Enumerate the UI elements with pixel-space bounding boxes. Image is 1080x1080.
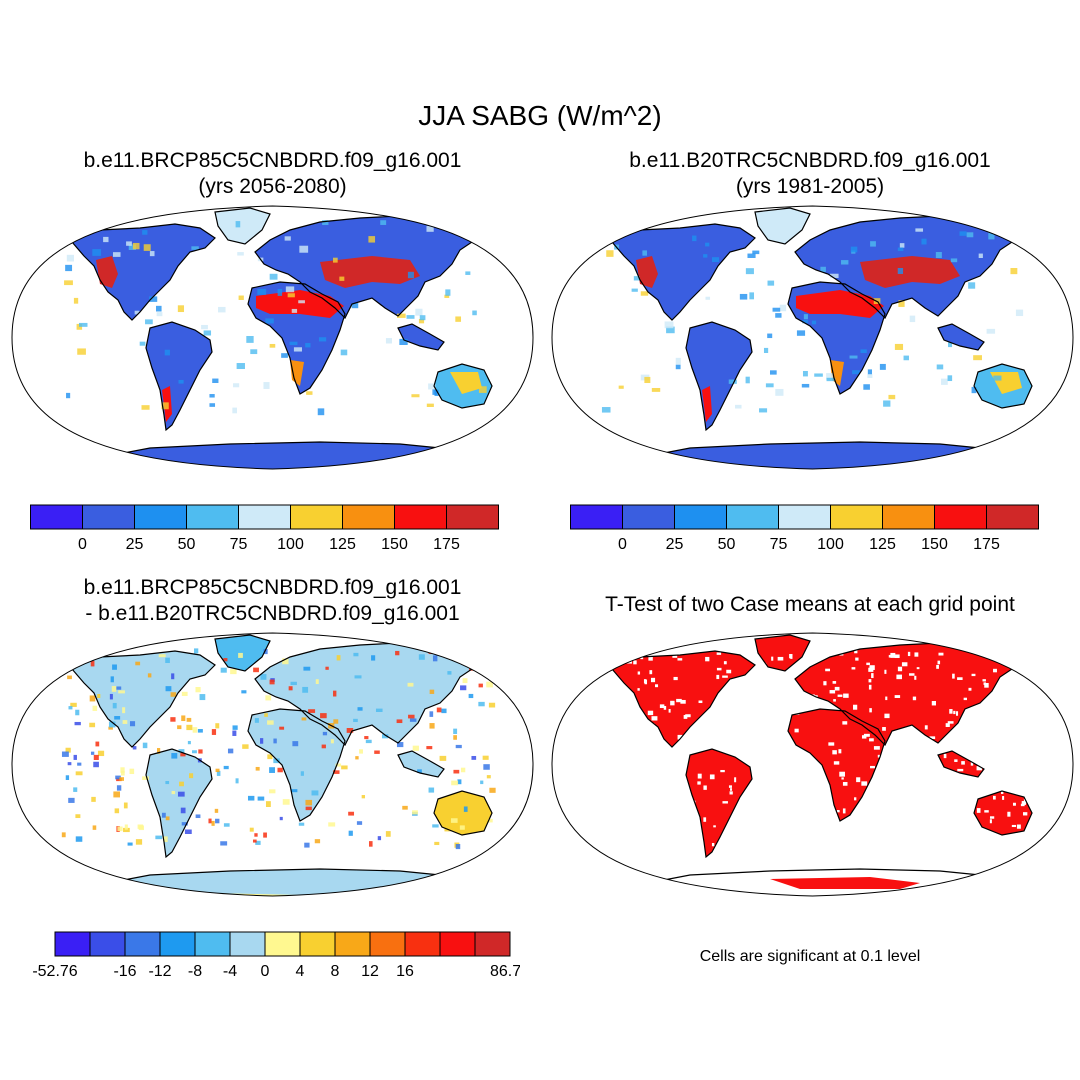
colorbar-case1-swatch-0	[30, 504, 83, 530]
land-seasia	[398, 324, 444, 350]
colorbar-case1-tick-label: 50	[178, 536, 196, 553]
land-australia	[434, 791, 492, 835]
land-greenland	[755, 635, 810, 671]
colorbar-diff-swatch-3	[159, 931, 196, 957]
colorbar-diff-swatch-11	[439, 931, 476, 957]
colorbar-case2-swatch-2	[674, 504, 727, 530]
colorbar-case2-tick-label: 50	[718, 536, 736, 553]
colorbar-diff-swatch-7	[299, 931, 336, 957]
colorbar-case1-tick-label: 75	[230, 536, 248, 553]
colorbar-case1-swatch-7	[394, 504, 447, 530]
colorbar-diff-swatch-12	[474, 931, 511, 957]
colorbar-diff: -52.76 -16 -12 -8 -4 0 4 8 12 16 86.74	[32, 931, 520, 980]
colorbar-diff-swatch-1	[89, 931, 126, 957]
colorbar-case2-swatch-5	[830, 504, 883, 530]
colorbar-diff-swatch-5	[229, 931, 266, 957]
land-greenland	[215, 208, 270, 244]
colorbar-diff-tick-label: 86.74	[490, 963, 520, 980]
colorbar-case1-swatch-2	[134, 504, 187, 530]
panel-title-case1-line2: (yrs 2056-2080)	[198, 175, 347, 198]
land-namerica	[612, 651, 755, 747]
land-namerica	[72, 224, 215, 320]
land-seasia	[938, 324, 984, 350]
colorbar-case2-swatch-7	[934, 504, 987, 530]
colorbar-case1-swatch-1	[82, 504, 135, 530]
land-eurasia	[795, 643, 1018, 745]
panel-title-diff: b.e11.BRCP85C5CNBDRD.f09_g16.001 - b.e11…	[0, 575, 545, 627]
colorbar-case2-swatch-0	[570, 504, 623, 530]
colorbar-case1-tick-label: 0	[78, 536, 87, 553]
colorbar-case1-swatch-4	[238, 504, 291, 530]
colorbar-diff-tick-label: 12	[361, 963, 379, 980]
colorbar-diff-tick-label: -16	[113, 963, 136, 980]
colorbar-diff-tick-label: -4	[223, 963, 237, 980]
colorbar-diff-swatch-8	[334, 931, 371, 957]
colorbar-case2-swatch-3	[726, 504, 779, 530]
colorbar-case2-swatch-8	[986, 504, 1039, 530]
land-seasia	[938, 751, 984, 777]
colorbar-diff-tick-label: 8	[331, 963, 340, 980]
colorbar-case1-swatch-5	[290, 504, 343, 530]
colorbar-case2-tick-label: 175	[973, 536, 1000, 553]
panel-title-case2-line2: (yrs 1981-2005)	[735, 175, 885, 198]
colorbar-case2-tick-label: 25	[666, 536, 684, 553]
colorbar-diff-tick-label: 16	[396, 963, 414, 980]
colorbar-case1-tick-label: 175	[433, 536, 460, 553]
colorbar-case1-swatch-8	[446, 504, 499, 530]
colorbar-diff-tick-label: 4	[296, 963, 305, 980]
colorbar-case2-swatch-1	[622, 504, 675, 530]
colorbar-diff-swatch-0	[54, 931, 91, 957]
land-namerica	[72, 651, 215, 747]
panel-title-case1-line1: b.e11.BRCP85C5CNBDRD.f09_g16.001	[83, 149, 462, 172]
panel-title-ttest-line1: T-Test of two Case means at each grid po…	[605, 593, 1015, 616]
colorbar-diff-tick-label: -12	[148, 963, 171, 980]
colorbar-case1-tick-label: 25	[126, 536, 144, 553]
colorbar-case1-tick-label: 100	[277, 536, 304, 553]
colorbar-diff-tick-label: -8	[188, 963, 202, 980]
significance-note: Cells are significant at 0.1 level	[699, 948, 921, 965]
land-africa	[788, 709, 885, 821]
colorbar-case1-tick-label: 150	[381, 536, 408, 553]
colorbar-diff-swatch-6	[264, 931, 301, 957]
figure-title: JJA SABG (W/m^2)	[418, 100, 662, 131]
colorbar-case2-tick-label: 125	[869, 536, 896, 553]
colorbar-case1-swatch-3	[186, 504, 239, 530]
colorbar-case1-tick-label: 125	[329, 536, 356, 553]
colorbar-case2-tick-label: 150	[921, 536, 948, 553]
colorbar-case2-tick-label: 75	[770, 536, 788, 553]
colorbar-case2-tick-label: 0	[618, 536, 627, 553]
colorbar-case2: 0 25 50 75 100 125 150 175	[570, 504, 1039, 553]
land-eurasia	[255, 643, 478, 745]
colorbar-diff-swatch-10	[404, 931, 441, 957]
panel-title-case1: b.e11.BRCP85C5CNBDRD.f09_g16.001 (yrs 20…	[0, 148, 545, 200]
colorbar-diff-tick-label: -52.76	[32, 963, 77, 980]
land-africa	[248, 709, 345, 821]
land-greenland	[755, 208, 810, 244]
colorbar-case2-swatch-4	[778, 504, 831, 530]
panel-title-diff-line1: b.e11.BRCP85C5CNBDRD.f09_g16.001	[83, 576, 462, 599]
colorbar-diff-tick-label: 0	[261, 963, 270, 980]
colorbar-case1-swatch-6	[342, 504, 395, 530]
colorbar-case2-tick-label: 100	[817, 536, 844, 553]
map-case2	[551, 205, 1074, 470]
colorbar-diff-swatch-4	[194, 931, 231, 957]
panel-title-case2-line1: b.e11.B20TRC5CNBDRD.f09_g16.001	[629, 149, 991, 172]
colorbar-case1: 0 25 50 75 100 125 150 175	[30, 504, 499, 553]
panel-title-diff-line2: - b.e11.B20TRC5CNBDRD.f09_g16.001	[85, 602, 460, 625]
map-ttest	[551, 632, 1074, 897]
land-australia	[974, 791, 1032, 835]
panel-title-case2: b.e11.B20TRC5CNBDRD.f09_g16.001 (yrs 198…	[540, 148, 1080, 200]
land-seasia	[398, 751, 444, 777]
panel-title-ttest: T-Test of two Case means at each grid po…	[540, 592, 1080, 618]
map-diff	[11, 632, 534, 897]
colorbar-diff-swatch-9	[369, 931, 406, 957]
land-namerica	[612, 224, 755, 320]
map-case1	[11, 205, 534, 470]
colorbar-diff-swatch-2	[124, 931, 161, 957]
colorbar-case2-swatch-6	[882, 504, 935, 530]
